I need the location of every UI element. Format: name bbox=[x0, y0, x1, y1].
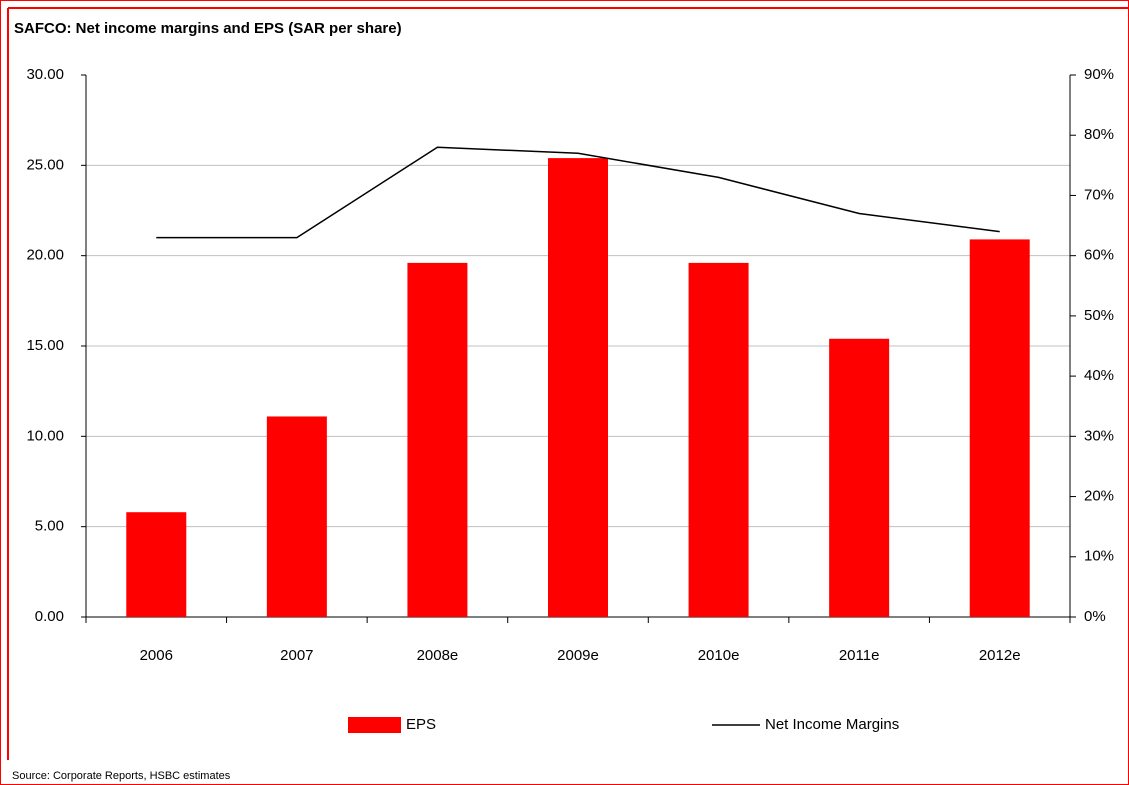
source: Source: Corporate Reports, HSBC estimate… bbox=[12, 770, 231, 782]
legend-label: Net Income Margins bbox=[765, 716, 899, 733]
y-tick-label: 10.00 bbox=[26, 427, 64, 444]
bar bbox=[407, 262, 468, 617]
line bbox=[156, 146, 1000, 239]
bar bbox=[266, 416, 327, 617]
bar bbox=[126, 512, 187, 617]
legend-swatch bbox=[348, 717, 401, 733]
y-tick-label: 5.00 bbox=[35, 518, 64, 535]
legend-label: EPS bbox=[406, 716, 436, 733]
y-tick-label: 20.00 bbox=[26, 247, 64, 264]
x-tick-label: 2007 bbox=[280, 647, 313, 664]
bar bbox=[829, 338, 890, 617]
x-tick-label: 2012e bbox=[979, 647, 1021, 664]
x-tick-label: 2006 bbox=[140, 647, 173, 664]
y2-tick-label: 20% bbox=[1084, 488, 1114, 505]
x-tick-label: 2010e bbox=[698, 647, 740, 664]
bar bbox=[969, 239, 1030, 617]
bar bbox=[688, 262, 749, 617]
y-tick-label: 0.00 bbox=[35, 608, 64, 625]
x-tick-label: 2009e bbox=[557, 647, 599, 664]
y-tick-label: 30.00 bbox=[26, 66, 64, 83]
y2-tick-label: 40% bbox=[1084, 367, 1114, 384]
y2-tick-label: 60% bbox=[1084, 247, 1114, 264]
y2-tick-label: 90% bbox=[1084, 66, 1114, 83]
y-tick-label: 25.00 bbox=[26, 156, 64, 173]
y2-tick-label: 80% bbox=[1084, 126, 1114, 143]
x-tick-label: 2008e bbox=[417, 647, 459, 664]
chart-title: SAFCO: Net income margins and EPS (SAR p… bbox=[14, 20, 402, 37]
y2-tick-label: 10% bbox=[1084, 548, 1114, 565]
y2-tick-label: 50% bbox=[1084, 307, 1114, 324]
x-tick-label: 2011e bbox=[839, 647, 880, 664]
bar bbox=[548, 158, 608, 617]
y2-tick-label: 0% bbox=[1084, 608, 1106, 625]
y-tick-label: 15.00 bbox=[26, 337, 64, 354]
y2-tick-label: 30% bbox=[1084, 427, 1114, 444]
y2-tick-label: 70% bbox=[1084, 186, 1114, 203]
